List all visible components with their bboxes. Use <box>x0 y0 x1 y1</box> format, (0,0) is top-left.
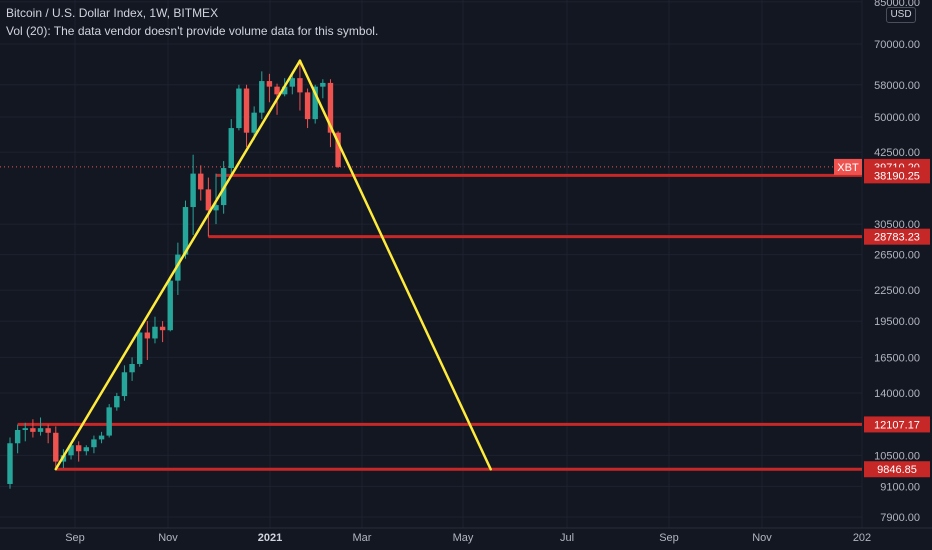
candle-body <box>137 332 143 364</box>
price-tag <box>864 416 930 433</box>
candle-body <box>266 81 273 87</box>
y-tick-label: 70000.00 <box>874 39 920 51</box>
y-tick-label: 19500.00 <box>874 316 920 328</box>
candle-body <box>152 326 158 339</box>
x-tick-label: Jul <box>560 532 574 544</box>
y-tick-label: 42500.00 <box>874 147 920 159</box>
candle-body <box>175 254 181 281</box>
candle-body <box>251 112 257 133</box>
candle-body <box>129 363 135 373</box>
candle-body <box>106 407 112 436</box>
time-axis: Sep Nov 2021 Mar May Jul Sep Nov 202 <box>0 527 932 544</box>
y-tick-label: 9100.00 <box>880 481 920 493</box>
x-tick-label: Nov <box>158 532 178 544</box>
y-tick-label: 16500.00 <box>874 352 920 364</box>
candle-body <box>289 78 296 87</box>
symbol-tag <box>834 158 862 175</box>
x-tick-label: Nov <box>752 532 772 544</box>
y-tick-label: 22500.00 <box>874 285 920 297</box>
candle-body <box>274 86 280 95</box>
candle-body <box>243 88 250 133</box>
chart-grid <box>0 0 863 528</box>
candle-body <box>98 435 105 440</box>
x-tick-label: 202 <box>853 532 871 544</box>
price-tag <box>864 228 930 245</box>
candle-body <box>14 430 21 444</box>
price-tag <box>864 167 930 184</box>
symbol-legend[interactable]: Bitcoin / U.S. Dollar Index, 1W, BITMEX <box>6 6 219 20</box>
y-tick-label: 14000.00 <box>874 388 920 400</box>
candle-body <box>205 189 212 211</box>
candle-body <box>259 81 265 113</box>
trendlines <box>54 59 492 471</box>
candle-body <box>312 86 318 120</box>
x-tick-label: 2021 <box>258 532 282 544</box>
candle-body <box>335 132 341 167</box>
candle-body <box>159 326 166 331</box>
x-tick-label: Mar <box>353 532 372 544</box>
price-labels: XBT39710.2038190.2528783.2312107.179846.… <box>834 158 930 478</box>
volume-legend: Vol (20): The data vendor doesn't provid… <box>6 24 379 38</box>
candle-body <box>114 396 120 408</box>
level-price-label: 9846.85 <box>864 461 930 478</box>
trend-line <box>54 59 302 471</box>
level-price-label: 28783.23 <box>864 228 930 245</box>
x-tick-label: May <box>453 532 474 544</box>
candle-body <box>121 372 128 397</box>
candle-body <box>91 439 97 448</box>
candle-body <box>304 92 311 120</box>
candle-body <box>190 173 196 208</box>
candle-body <box>37 428 44 432</box>
candle-body <box>45 428 51 433</box>
candle-body <box>327 82 334 133</box>
y-tick-label: 85000.00 <box>874 0 920 9</box>
price-tag <box>864 461 930 478</box>
horizontal-levels <box>0 166 862 471</box>
level-price-label: 38190.25 <box>864 167 930 184</box>
level-price-label: 12107.17 <box>864 416 930 433</box>
candle-body <box>167 280 173 331</box>
price-tag-text: 12107.17 <box>874 419 920 431</box>
candle-body <box>228 128 234 169</box>
candle-body <box>7 443 13 484</box>
candle-body <box>68 445 74 456</box>
x-tick-label: Sep <box>659 532 679 544</box>
price-tag-text: 28783.23 <box>874 232 920 244</box>
candle-body <box>144 332 151 339</box>
price-tag-text: 9846.85 <box>877 464 917 476</box>
symbol-tag-text: XBT <box>837 162 859 174</box>
candle-body <box>30 428 36 432</box>
currency-button[interactable]: USD <box>886 7 916 23</box>
candle-body <box>75 445 82 452</box>
candle-body <box>83 447 89 452</box>
price-axis: 85000.00 70000.00 58000.00 50000.00 42500.00… <box>874 0 920 524</box>
y-tick-label: 50000.00 <box>874 112 920 124</box>
trend-line <box>298 59 492 471</box>
candle-body <box>182 207 189 255</box>
x-tick-label: Sep <box>65 532 85 544</box>
y-tick-label: 30500.00 <box>874 219 920 231</box>
y-tick-label: 58000.00 <box>874 80 920 92</box>
y-tick-label: 7900.00 <box>880 512 920 524</box>
price-tag-text: 38190.25 <box>874 170 920 182</box>
candle-body <box>236 88 242 129</box>
candle-body <box>53 432 59 462</box>
candle-body <box>22 428 28 431</box>
candle-body <box>281 86 288 95</box>
candle-body <box>198 173 204 190</box>
candle-body <box>213 205 219 211</box>
y-tick-label: 10500.00 <box>874 450 920 462</box>
y-tick-label: 26500.00 <box>874 250 920 262</box>
candle-body <box>320 82 326 87</box>
candlestick-series <box>7 60 341 489</box>
candle-body <box>297 78 303 93</box>
